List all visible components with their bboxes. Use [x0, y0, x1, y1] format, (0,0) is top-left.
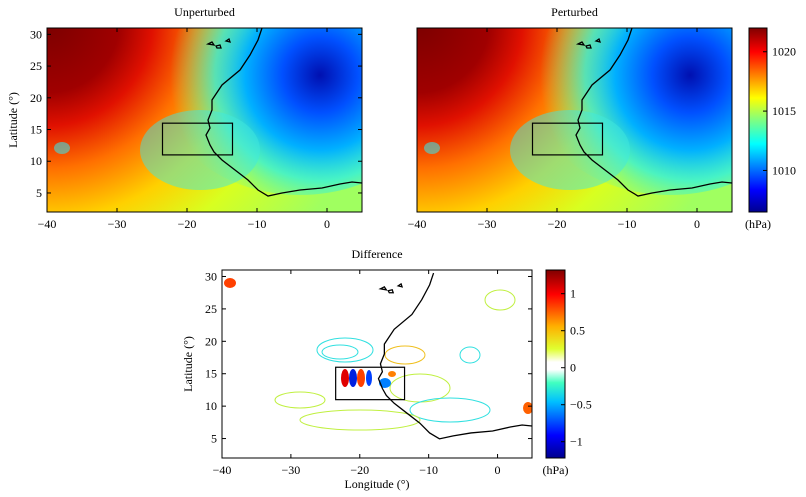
y-tick-label: 10: [205, 399, 217, 413]
x-tick-label: −20: [178, 217, 197, 231]
pressure-field: [417, 28, 732, 212]
x-tick-label: 0: [324, 217, 330, 231]
x-tick-label: −40: [213, 463, 232, 477]
x-tick-label: 0: [694, 217, 700, 231]
x-tick-label: −30: [478, 217, 497, 231]
colorbar-tick-label: 1: [570, 287, 576, 301]
x-tick-label: −10: [248, 217, 267, 231]
colorbar-tick-label: 0.5: [570, 324, 585, 338]
y-tick-label: 20: [30, 91, 42, 105]
axes-frame: [221, 269, 533, 459]
pressure-field: [47, 28, 362, 212]
colorbar-label: (hPa): [543, 463, 569, 477]
x-tick-label: −10: [618, 217, 637, 231]
colorbar-tick-label: 1010: [772, 163, 796, 177]
y-tick-label: 25: [30, 59, 42, 73]
panel-title: Perturbed: [551, 5, 598, 19]
y-tick-label: 30: [205, 269, 217, 283]
colorbar-label: (hPa): [745, 217, 771, 231]
x-tick-label: −20: [350, 463, 369, 477]
y-tick-label: 15: [205, 367, 217, 381]
colorbar-tick-label: 1020: [772, 45, 796, 59]
axes-frame: [46, 27, 363, 213]
colorbar: [748, 27, 768, 213]
y-tick-label: 30: [30, 27, 42, 41]
y-tick-label: 10: [30, 154, 42, 168]
colorbar-tick-label: 0: [570, 361, 576, 375]
panel-title: Difference: [351, 247, 402, 261]
region-box: [531, 122, 604, 156]
x-tick-label: −10: [419, 463, 438, 477]
y-axis-label: Latitude (°): [181, 336, 195, 392]
y-tick-label: 15: [30, 123, 42, 137]
x-tick-label: −20: [548, 217, 567, 231]
y-tick-label: 5: [36, 186, 42, 200]
x-tick-label: −40: [408, 217, 427, 231]
colorbar-tick-label: −1: [570, 435, 583, 449]
colorbar-tick-label: 1015: [772, 104, 796, 118]
colorbar: [545, 269, 566, 459]
x-tick-label: 0: [495, 463, 501, 477]
difference-field: [222, 270, 532, 458]
y-tick-label: 5: [211, 432, 217, 446]
panel-title: Unperturbed: [174, 5, 235, 19]
x-tick-label: −30: [108, 217, 127, 231]
axes-frame: [416, 27, 733, 213]
y-tick-label: 20: [205, 334, 217, 348]
x-tick-label: −40: [38, 217, 57, 231]
x-axis-label: Longitude (°): [344, 477, 409, 491]
region-box: [335, 366, 406, 401]
colorbar-tick-label: −0.5: [570, 398, 592, 412]
x-tick-label: −30: [281, 463, 300, 477]
y-tick-label: 25: [205, 302, 217, 316]
region-box: [161, 122, 234, 156]
y-axis-label: Latitude (°): [6, 92, 20, 148]
